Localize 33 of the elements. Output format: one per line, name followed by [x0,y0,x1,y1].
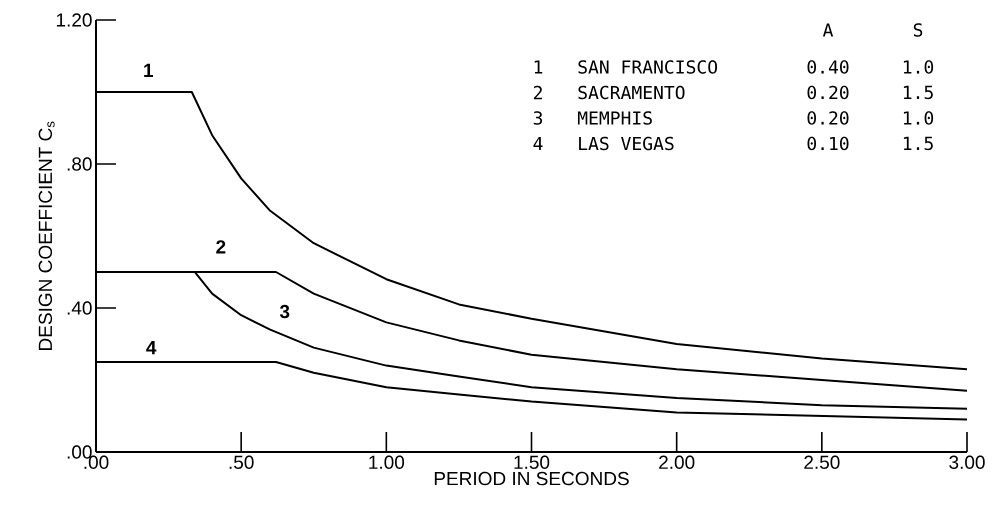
x-tick-label: 1.00 [369,455,405,469]
annotation: MEMPHIS [577,111,652,125]
annotation: S [913,23,923,37]
annotation: 0.40 [807,60,849,74]
annotation: 2 [533,85,542,100]
annotation: 1.5 [903,136,933,151]
annotation: 4 [533,136,543,151]
annotation: 0.20 [807,85,849,100]
y-axis-title: DESIGN COEFFICIENT C$_{s}$ [38,121,55,350]
annotation: 0.20 [807,111,849,125]
annotation: SAN FRANCISCO [578,60,718,74]
series-label: 2 [216,240,226,254]
annotation: A [822,23,834,37]
annotation: 3 [533,111,543,125]
x-tick-label: 2.00 [659,455,695,469]
y-tick-label: .80 [67,157,92,171]
series-label: 1 [144,63,154,77]
y-tick-label: .40 [67,301,92,315]
annotation: 1.5 [903,85,933,100]
x-axis-title: PERIOD IN SECONDS [434,471,629,486]
annotation: SACRAMENTO [578,85,685,100]
annotation: LAS VEGAS [579,136,674,151]
annotation: 1.0 [903,111,934,125]
y-tick-label: 1.20 [56,13,92,27]
annotation: 0.10 [807,136,849,151]
annotation: 1 [534,60,543,74]
x-tick-label: 1.50 [514,455,550,469]
series-label: 3 [279,304,290,319]
series-label: 4 [146,341,157,355]
x-tick-label: 3.00 [949,455,985,469]
annotation: 1.0 [903,60,934,74]
x-tick-label: 2.50 [804,455,840,469]
x-tick-label: .50 [229,455,254,469]
